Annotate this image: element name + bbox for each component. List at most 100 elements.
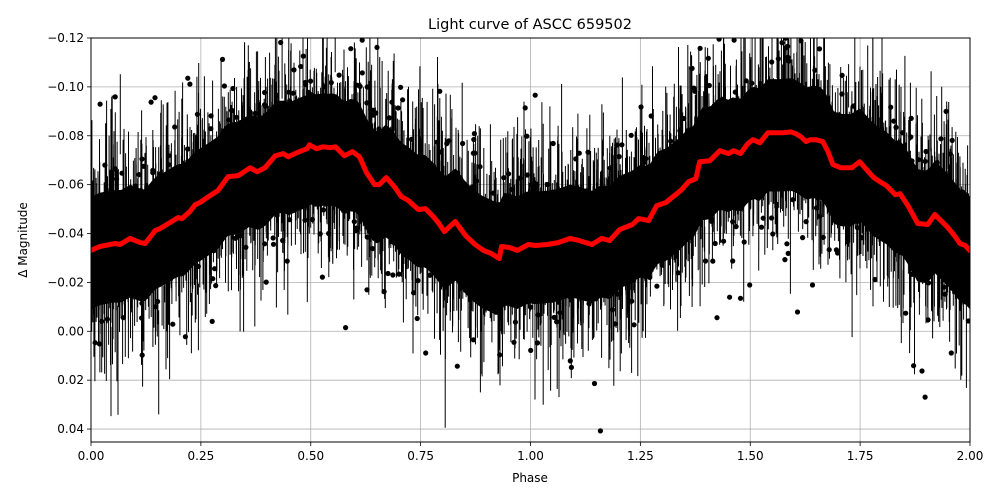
data-point bbox=[544, 181, 550, 188]
data-point bbox=[423, 250, 429, 256]
data-point bbox=[811, 154, 817, 160]
data-point bbox=[904, 178, 911, 184]
data-point bbox=[873, 163, 879, 169]
data-point bbox=[386, 186, 392, 192]
data-point bbox=[320, 207, 327, 213]
data-point bbox=[230, 85, 236, 92]
y-tick-label: 0.02 bbox=[57, 373, 84, 387]
data-point bbox=[258, 138, 264, 144]
data-point bbox=[903, 310, 909, 316]
data-point bbox=[329, 187, 335, 193]
data-point bbox=[623, 192, 629, 198]
data-point bbox=[919, 264, 925, 271]
data-point bbox=[610, 181, 617, 187]
data-point bbox=[145, 223, 151, 229]
data-point bbox=[691, 85, 697, 91]
data-point bbox=[599, 253, 605, 259]
data-point bbox=[901, 143, 907, 149]
data-point bbox=[266, 177, 272, 183]
data-point bbox=[338, 203, 345, 209]
data-point bbox=[893, 179, 899, 185]
data-point bbox=[929, 227, 935, 233]
data-point bbox=[219, 56, 226, 63]
data-point bbox=[263, 279, 269, 285]
data-point bbox=[667, 178, 673, 184]
y-axis-ticks: −0.12 −0.10 −0.08 −0.06 −0.04 −0.02 0.00 0.02 0.… bbox=[47, 31, 91, 436]
y-tick-label: −0.08 bbox=[47, 129, 84, 143]
data-point bbox=[574, 198, 580, 204]
data-point bbox=[398, 167, 404, 173]
data-point bbox=[369, 246, 376, 252]
data-point bbox=[373, 131, 379, 137]
data-point bbox=[640, 189, 646, 195]
data-point bbox=[472, 196, 478, 202]
data-point bbox=[686, 197, 692, 203]
data-point bbox=[844, 188, 850, 194]
data-point bbox=[702, 258, 709, 264]
data-point bbox=[382, 146, 389, 152]
data-point bbox=[512, 319, 519, 325]
data-point bbox=[816, 213, 823, 219]
data-point bbox=[105, 283, 111, 289]
data-point bbox=[415, 278, 421, 284]
data-point bbox=[835, 250, 841, 256]
data-point bbox=[252, 142, 259, 148]
data-point bbox=[574, 265, 581, 271]
data-point bbox=[710, 258, 716, 264]
data-point bbox=[839, 91, 845, 97]
data-point bbox=[387, 148, 393, 154]
data-point bbox=[907, 165, 913, 172]
data-point bbox=[470, 150, 476, 156]
data-point bbox=[854, 146, 860, 152]
data-point bbox=[644, 168, 651, 174]
data-point bbox=[321, 84, 327, 90]
data-point bbox=[705, 55, 711, 61]
data-point bbox=[159, 200, 165, 206]
data-point bbox=[591, 288, 597, 294]
data-point bbox=[543, 271, 549, 277]
data-point bbox=[239, 126, 245, 132]
data-point bbox=[131, 269, 137, 275]
data-point bbox=[610, 307, 616, 313]
data-point bbox=[764, 120, 770, 126]
data-point bbox=[619, 142, 625, 148]
data-point bbox=[858, 235, 865, 241]
data-point bbox=[411, 290, 417, 296]
data-point bbox=[290, 136, 296, 142]
data-point bbox=[803, 219, 809, 225]
data-point bbox=[319, 116, 325, 122]
data-point bbox=[528, 347, 534, 353]
data-point bbox=[205, 161, 211, 167]
data-point bbox=[108, 269, 114, 275]
data-point bbox=[659, 262, 665, 268]
data-point bbox=[373, 162, 379, 168]
data-point bbox=[925, 317, 931, 323]
data-point bbox=[832, 186, 839, 192]
data-point bbox=[517, 258, 523, 264]
data-point bbox=[91, 281, 95, 288]
data-point bbox=[154, 243, 160, 249]
x-tick-label: 1.25 bbox=[627, 449, 654, 463]
data-point bbox=[824, 96, 831, 102]
data-point bbox=[272, 122, 279, 128]
data-point bbox=[708, 218, 715, 224]
data-point bbox=[339, 113, 345, 119]
data-point bbox=[643, 156, 649, 162]
data-point bbox=[431, 177, 437, 183]
data-point bbox=[763, 141, 769, 147]
data-point bbox=[619, 220, 625, 226]
y-tick-label: −0.04 bbox=[47, 227, 84, 241]
data-point bbox=[383, 154, 389, 160]
data-point bbox=[767, 168, 774, 174]
data-point bbox=[243, 244, 249, 250]
data-point bbox=[392, 203, 398, 209]
data-point bbox=[728, 166, 734, 172]
data-point bbox=[437, 149, 443, 155]
data-point bbox=[792, 123, 798, 129]
data-point bbox=[210, 276, 216, 282]
data-point bbox=[585, 149, 591, 155]
data-point bbox=[923, 241, 929, 247]
data-point bbox=[790, 197, 796, 203]
data-point bbox=[758, 224, 765, 230]
data-point bbox=[301, 191, 307, 197]
